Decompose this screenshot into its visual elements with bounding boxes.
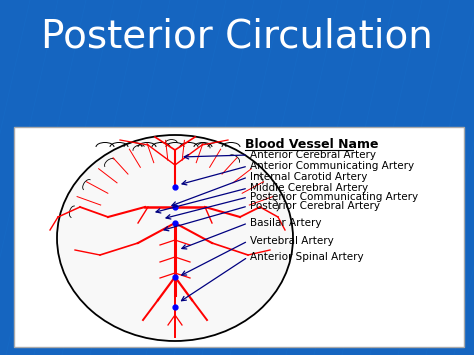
Text: Basilar Artery: Basilar Artery xyxy=(250,218,321,228)
Text: Blood Vessel Name: Blood Vessel Name xyxy=(245,138,379,152)
Ellipse shape xyxy=(57,135,293,341)
Text: Vertebral Artery: Vertebral Artery xyxy=(250,236,334,246)
Text: Anterior Cerebral Artery: Anterior Cerebral Artery xyxy=(250,150,376,160)
Text: Anterior Spinal Artery: Anterior Spinal Artery xyxy=(250,252,364,262)
Text: Anterior Communicating Artery: Anterior Communicating Artery xyxy=(250,161,414,171)
Text: Internal Carotid Artery: Internal Carotid Artery xyxy=(250,172,367,182)
Text: Posterior Communicating Artery: Posterior Communicating Artery xyxy=(250,192,418,202)
Text: Posterior Cerebral Artery: Posterior Cerebral Artery xyxy=(250,201,380,211)
Text: Posterior Circulation: Posterior Circulation xyxy=(41,18,433,56)
Text: Middle Cerebral Artery: Middle Cerebral Artery xyxy=(250,183,368,193)
FancyBboxPatch shape xyxy=(14,127,464,347)
